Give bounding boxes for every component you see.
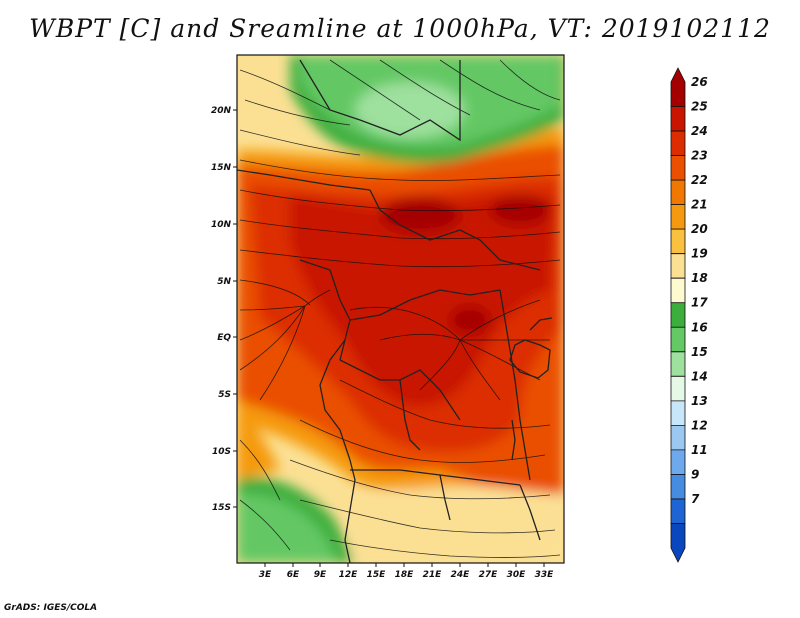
lat-label-eq: EQ: [217, 333, 231, 343]
colorbar-segment: [670, 351, 686, 377]
colorbar-label: 18: [691, 271, 708, 285]
lon-label-27e: 27E: [479, 570, 499, 580]
colorbar-label: 14: [691, 369, 708, 383]
lat-label-15n: 15N: [211, 163, 232, 173]
lon-label-21e: 21E: [423, 570, 443, 580]
colorbar-segment: [670, 228, 686, 255]
lat-label-20n: 20N: [211, 106, 232, 116]
colorbar-segment: [670, 449, 686, 475]
chart-title: WBPT [C] and Sreamline at 1000hPa, VT: 2…: [29, 14, 771, 43]
lon-label-33e: 33E: [535, 570, 555, 580]
lon-label-24e: 24E: [451, 570, 471, 580]
lon-label-3e: 3E: [259, 570, 272, 580]
colorbar-label: 20: [691, 222, 708, 236]
colorbar-label: 17: [691, 296, 708, 310]
colorbar-label: 16: [691, 320, 708, 334]
colorbar-label: 15: [691, 345, 708, 359]
colorbar-segment: [670, 498, 686, 524]
colorbar-label: 12: [691, 418, 708, 432]
lat-label-10s: 10S: [212, 447, 231, 457]
lon-label-30e: 30E: [507, 570, 527, 580]
map-frame: [236, 54, 565, 564]
wbpt-shading: [237, 55, 564, 563]
colorbar-segment: [670, 302, 686, 328]
lon-label-6e: 6E: [287, 570, 300, 580]
colorbar-label: 19: [691, 247, 708, 261]
colorbar-label: 22: [691, 173, 708, 187]
lon-label-12e: 12E: [339, 570, 359, 580]
colorbar-segment: [670, 106, 686, 132]
lon-label-15e: 15E: [367, 570, 387, 580]
colorbar-segment: [670, 179, 686, 206]
footer-credit: GrADS: IGES/COLA: [4, 603, 98, 613]
colorbar-segment: [670, 375, 686, 402]
colorbar-segment: [670, 130, 686, 156]
colorbar-segment: [670, 277, 686, 304]
colorbar-label: 13: [691, 394, 708, 408]
colorbar: 26 25 24 23 22 21 20 19 18 17 16 15 14 13 12 11 9 7: [670, 67, 708, 563]
colorbar-segment: [670, 523, 686, 563]
lat-label-5s: 5S: [218, 390, 231, 400]
colorbar-label: 7: [691, 492, 700, 506]
colorbar-label: 9: [691, 467, 699, 481]
colorbar-segment: [670, 155, 686, 181]
colorbar-segment: [670, 253, 686, 279]
lon-label-9e: 9E: [314, 570, 327, 580]
colorbar-segment: [670, 326, 686, 353]
colorbar-label: 26: [691, 75, 708, 89]
colorbar-label: 21: [691, 198, 708, 212]
lon-label-18e: 18E: [395, 570, 415, 580]
colorbar-segment: [670, 67, 686, 107]
lat-label-15s: 15S: [212, 503, 231, 513]
colorbar-label: 23: [691, 149, 708, 163]
colorbar-segment: [670, 204, 686, 230]
colorbar-segment: [670, 424, 686, 451]
colorbar-segment: [670, 400, 686, 426]
colorbar-segment: [670, 474, 686, 500]
colorbar-label: 24: [691, 124, 708, 138]
colorbar-label: 25: [691, 100, 708, 114]
colorbar-label: 11: [691, 443, 708, 457]
lat-label-5n: 5N: [217, 277, 231, 287]
lat-label-10n: 10N: [211, 220, 232, 230]
